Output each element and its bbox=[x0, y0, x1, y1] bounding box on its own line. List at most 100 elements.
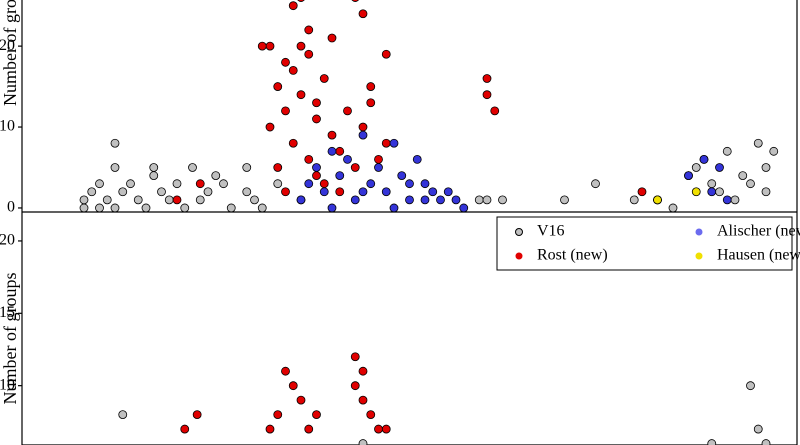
point bbox=[699, 155, 709, 164]
point bbox=[95, 179, 104, 189]
point bbox=[149, 171, 159, 180]
point bbox=[265, 41, 275, 51]
y-tick-label: 0 bbox=[7, 199, 15, 216]
point bbox=[474, 195, 484, 205]
point bbox=[459, 203, 469, 212]
point bbox=[288, 381, 298, 391]
legend-marker bbox=[695, 252, 703, 260]
point bbox=[358, 130, 368, 140]
point bbox=[304, 179, 314, 189]
point bbox=[281, 187, 290, 197]
point bbox=[374, 155, 383, 164]
point bbox=[312, 171, 321, 180]
point bbox=[629, 195, 639, 205]
y-axis-label: Number of groups bbox=[0, 273, 20, 405]
point bbox=[335, 146, 345, 156]
point bbox=[389, 138, 399, 148]
point bbox=[281, 106, 290, 116]
point bbox=[281, 57, 290, 67]
point bbox=[753, 138, 763, 148]
point bbox=[102, 195, 112, 205]
point bbox=[358, 366, 368, 376]
point bbox=[366, 179, 376, 189]
point bbox=[242, 187, 252, 197]
point bbox=[366, 98, 376, 108]
point bbox=[350, 352, 360, 362]
point bbox=[653, 195, 662, 205]
point bbox=[79, 203, 89, 212]
point bbox=[242, 163, 252, 172]
point bbox=[250, 195, 259, 205]
point bbox=[490, 106, 500, 116]
point bbox=[319, 179, 329, 189]
point bbox=[451, 195, 461, 205]
point bbox=[358, 395, 368, 405]
point bbox=[79, 195, 89, 205]
point bbox=[304, 424, 314, 434]
point bbox=[381, 187, 391, 197]
point bbox=[327, 33, 337, 43]
point bbox=[351, 0, 359, 2]
point bbox=[738, 171, 748, 180]
y-tick-label: 20 bbox=[0, 37, 15, 54]
point bbox=[265, 122, 275, 132]
point bbox=[95, 203, 104, 212]
point bbox=[195, 195, 205, 205]
point bbox=[195, 179, 205, 189]
legend-box bbox=[496, 216, 793, 271]
point bbox=[366, 82, 376, 91]
legend-label: Hausen (new) bbox=[717, 247, 800, 264]
y-tick-label: 15 bbox=[0, 304, 15, 321]
point bbox=[420, 195, 430, 205]
point bbox=[180, 203, 190, 212]
y-tick-label: 10 bbox=[0, 376, 15, 393]
point bbox=[180, 424, 190, 434]
point bbox=[110, 203, 120, 212]
point bbox=[436, 195, 445, 205]
point bbox=[273, 410, 283, 420]
point bbox=[288, 138, 298, 148]
point bbox=[296, 195, 306, 205]
point bbox=[761, 187, 771, 197]
point bbox=[257, 203, 267, 212]
point bbox=[211, 171, 221, 180]
point bbox=[188, 163, 197, 172]
point bbox=[761, 163, 771, 172]
point bbox=[374, 163, 383, 172]
point bbox=[312, 114, 321, 124]
point bbox=[172, 195, 182, 205]
point bbox=[715, 187, 724, 197]
point bbox=[118, 187, 128, 197]
point bbox=[296, 90, 306, 100]
point bbox=[498, 195, 507, 205]
point bbox=[312, 98, 321, 108]
point bbox=[443, 187, 453, 197]
point bbox=[192, 410, 202, 420]
point bbox=[637, 187, 647, 197]
point bbox=[358, 9, 368, 19]
point bbox=[288, 1, 298, 11]
point bbox=[350, 163, 360, 172]
point bbox=[707, 179, 717, 189]
point bbox=[381, 49, 391, 59]
point bbox=[761, 439, 771, 445]
y-axis-label: Number of groups bbox=[0, 0, 20, 106]
point bbox=[126, 179, 135, 189]
point bbox=[343, 106, 352, 116]
point bbox=[110, 138, 120, 148]
point bbox=[769, 146, 779, 156]
point bbox=[226, 203, 236, 212]
point bbox=[428, 187, 438, 197]
point bbox=[87, 187, 97, 197]
point bbox=[164, 195, 174, 205]
point bbox=[296, 41, 306, 51]
legend-label: Rost (new) bbox=[537, 247, 608, 264]
point bbox=[118, 410, 128, 420]
point bbox=[288, 65, 298, 75]
point bbox=[560, 195, 569, 205]
point bbox=[327, 203, 337, 212]
point bbox=[482, 90, 492, 100]
point bbox=[335, 171, 345, 180]
y-tick-label: 10 bbox=[0, 118, 15, 135]
